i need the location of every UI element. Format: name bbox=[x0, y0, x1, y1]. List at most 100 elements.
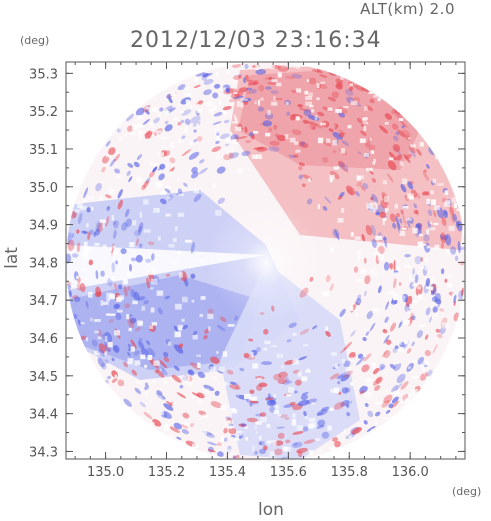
speckle-gap bbox=[172, 237, 177, 243]
speckle-negative bbox=[228, 152, 239, 159]
speckle-gap bbox=[107, 342, 113, 348]
speckle-positive bbox=[387, 160, 397, 171]
speckle-gap bbox=[94, 243, 100, 246]
speckle-gap bbox=[216, 155, 220, 160]
speckle-gap bbox=[368, 91, 374, 94]
speckle-gap bbox=[334, 364, 339, 369]
speckle-gap bbox=[385, 390, 388, 393]
speckle-gap bbox=[175, 187, 178, 194]
speckle-gap bbox=[82, 252, 88, 258]
speckle-gap bbox=[186, 381, 193, 386]
speckle-gap bbox=[224, 382, 228, 386]
speckle-negative bbox=[161, 410, 172, 419]
speckle-positive bbox=[229, 384, 241, 390]
speckle-positive bbox=[299, 108, 310, 112]
speckle-gap bbox=[292, 332, 297, 336]
speckle-positive bbox=[402, 214, 407, 226]
speckle-negative bbox=[255, 69, 267, 75]
y-tick-label: 34.5 bbox=[29, 370, 58, 385]
x-tick-label: 135.2 bbox=[148, 465, 185, 480]
speckle-gap bbox=[349, 83, 354, 87]
speckle-positive bbox=[278, 371, 288, 379]
speckle-gap bbox=[281, 365, 284, 369]
speckle-negative bbox=[173, 422, 182, 430]
speckle-negative bbox=[367, 410, 374, 418]
speckle-positive bbox=[228, 427, 237, 435]
speckle-positive bbox=[332, 150, 337, 154]
speckle-gap bbox=[128, 327, 132, 332]
speckle-positive bbox=[176, 392, 187, 399]
speckle-gap bbox=[226, 67, 231, 74]
speckle-gap bbox=[172, 262, 177, 265]
speckle-gap bbox=[403, 265, 411, 268]
speckle-negative bbox=[324, 196, 332, 204]
speckle-gap bbox=[285, 101, 289, 106]
speckle-negative bbox=[104, 359, 109, 365]
speckle-positive bbox=[67, 239, 75, 251]
speckle-gap bbox=[152, 380, 155, 384]
speckle-negative bbox=[111, 357, 115, 362]
speckle-negative bbox=[217, 451, 224, 458]
speckle-positive bbox=[348, 352, 356, 359]
speckle-gap bbox=[163, 430, 167, 433]
speckle-gap bbox=[448, 225, 455, 232]
speckle-positive bbox=[339, 132, 345, 138]
speckle-gap bbox=[404, 340, 409, 345]
speckle-negative bbox=[391, 396, 399, 404]
speckle-positive bbox=[297, 450, 303, 458]
speckle-negative bbox=[371, 193, 379, 204]
speckle-negative bbox=[173, 365, 180, 371]
speckle-negative bbox=[159, 163, 166, 170]
speckle-gap bbox=[80, 322, 85, 325]
speckle-gap bbox=[129, 242, 135, 248]
speckle-negative bbox=[181, 135, 186, 140]
speckle-gap bbox=[382, 219, 385, 225]
speckle-negative bbox=[77, 319, 81, 326]
speckle-positive bbox=[387, 173, 394, 183]
speckle-gap bbox=[377, 97, 381, 102]
speckle-positive bbox=[268, 127, 273, 133]
speckle-gap bbox=[372, 308, 379, 313]
speckle-gap bbox=[168, 243, 175, 248]
speckle-positive bbox=[424, 334, 429, 340]
speckle-negative bbox=[443, 209, 448, 219]
speckle-gap bbox=[265, 132, 271, 137]
speckle-gap bbox=[178, 441, 183, 444]
speckle-negative bbox=[233, 455, 237, 459]
speckle-gap bbox=[273, 394, 276, 399]
speckle-gap bbox=[149, 162, 153, 165]
speckle-negative bbox=[322, 205, 328, 211]
speckle-positive bbox=[265, 397, 274, 401]
speckle-negative bbox=[78, 212, 83, 224]
speckle-gap bbox=[161, 423, 166, 427]
speckle-gap bbox=[104, 335, 108, 342]
speckle-gap bbox=[369, 137, 373, 141]
speckle-negative bbox=[365, 331, 370, 336]
speckle-negative bbox=[72, 253, 79, 258]
speckle-negative bbox=[161, 369, 168, 376]
speckle-gap bbox=[175, 303, 182, 310]
speckle-gap bbox=[318, 137, 324, 144]
speckle-negative bbox=[95, 182, 102, 192]
speckle-negative bbox=[425, 307, 431, 316]
speckle-positive bbox=[409, 145, 416, 154]
speckle-gap bbox=[434, 156, 439, 160]
speckle-gap bbox=[325, 326, 329, 331]
speckle-negative bbox=[195, 72, 206, 77]
speckle-negative bbox=[440, 268, 445, 275]
x-tick-label: 135.8 bbox=[331, 465, 368, 480]
speckle-positive bbox=[230, 93, 240, 99]
axis-tick-labels: 135.0 135.2 135.4 135.6 135.8 136.0 34.3 34.4 34… bbox=[29, 67, 429, 480]
speckle-gap bbox=[295, 88, 302, 93]
speckle-negative bbox=[143, 300, 149, 305]
speckle-negative bbox=[225, 416, 233, 420]
speckle-gap bbox=[393, 294, 399, 300]
speckle-gap bbox=[263, 347, 267, 351]
speckle-negative bbox=[355, 298, 362, 306]
speckle-gap bbox=[102, 244, 107, 249]
speckle-gap bbox=[199, 313, 204, 318]
speckle-gap bbox=[200, 296, 206, 300]
speckle-negative bbox=[214, 390, 220, 396]
speckle-positive bbox=[289, 114, 296, 121]
speckle-negative bbox=[303, 410, 307, 417]
